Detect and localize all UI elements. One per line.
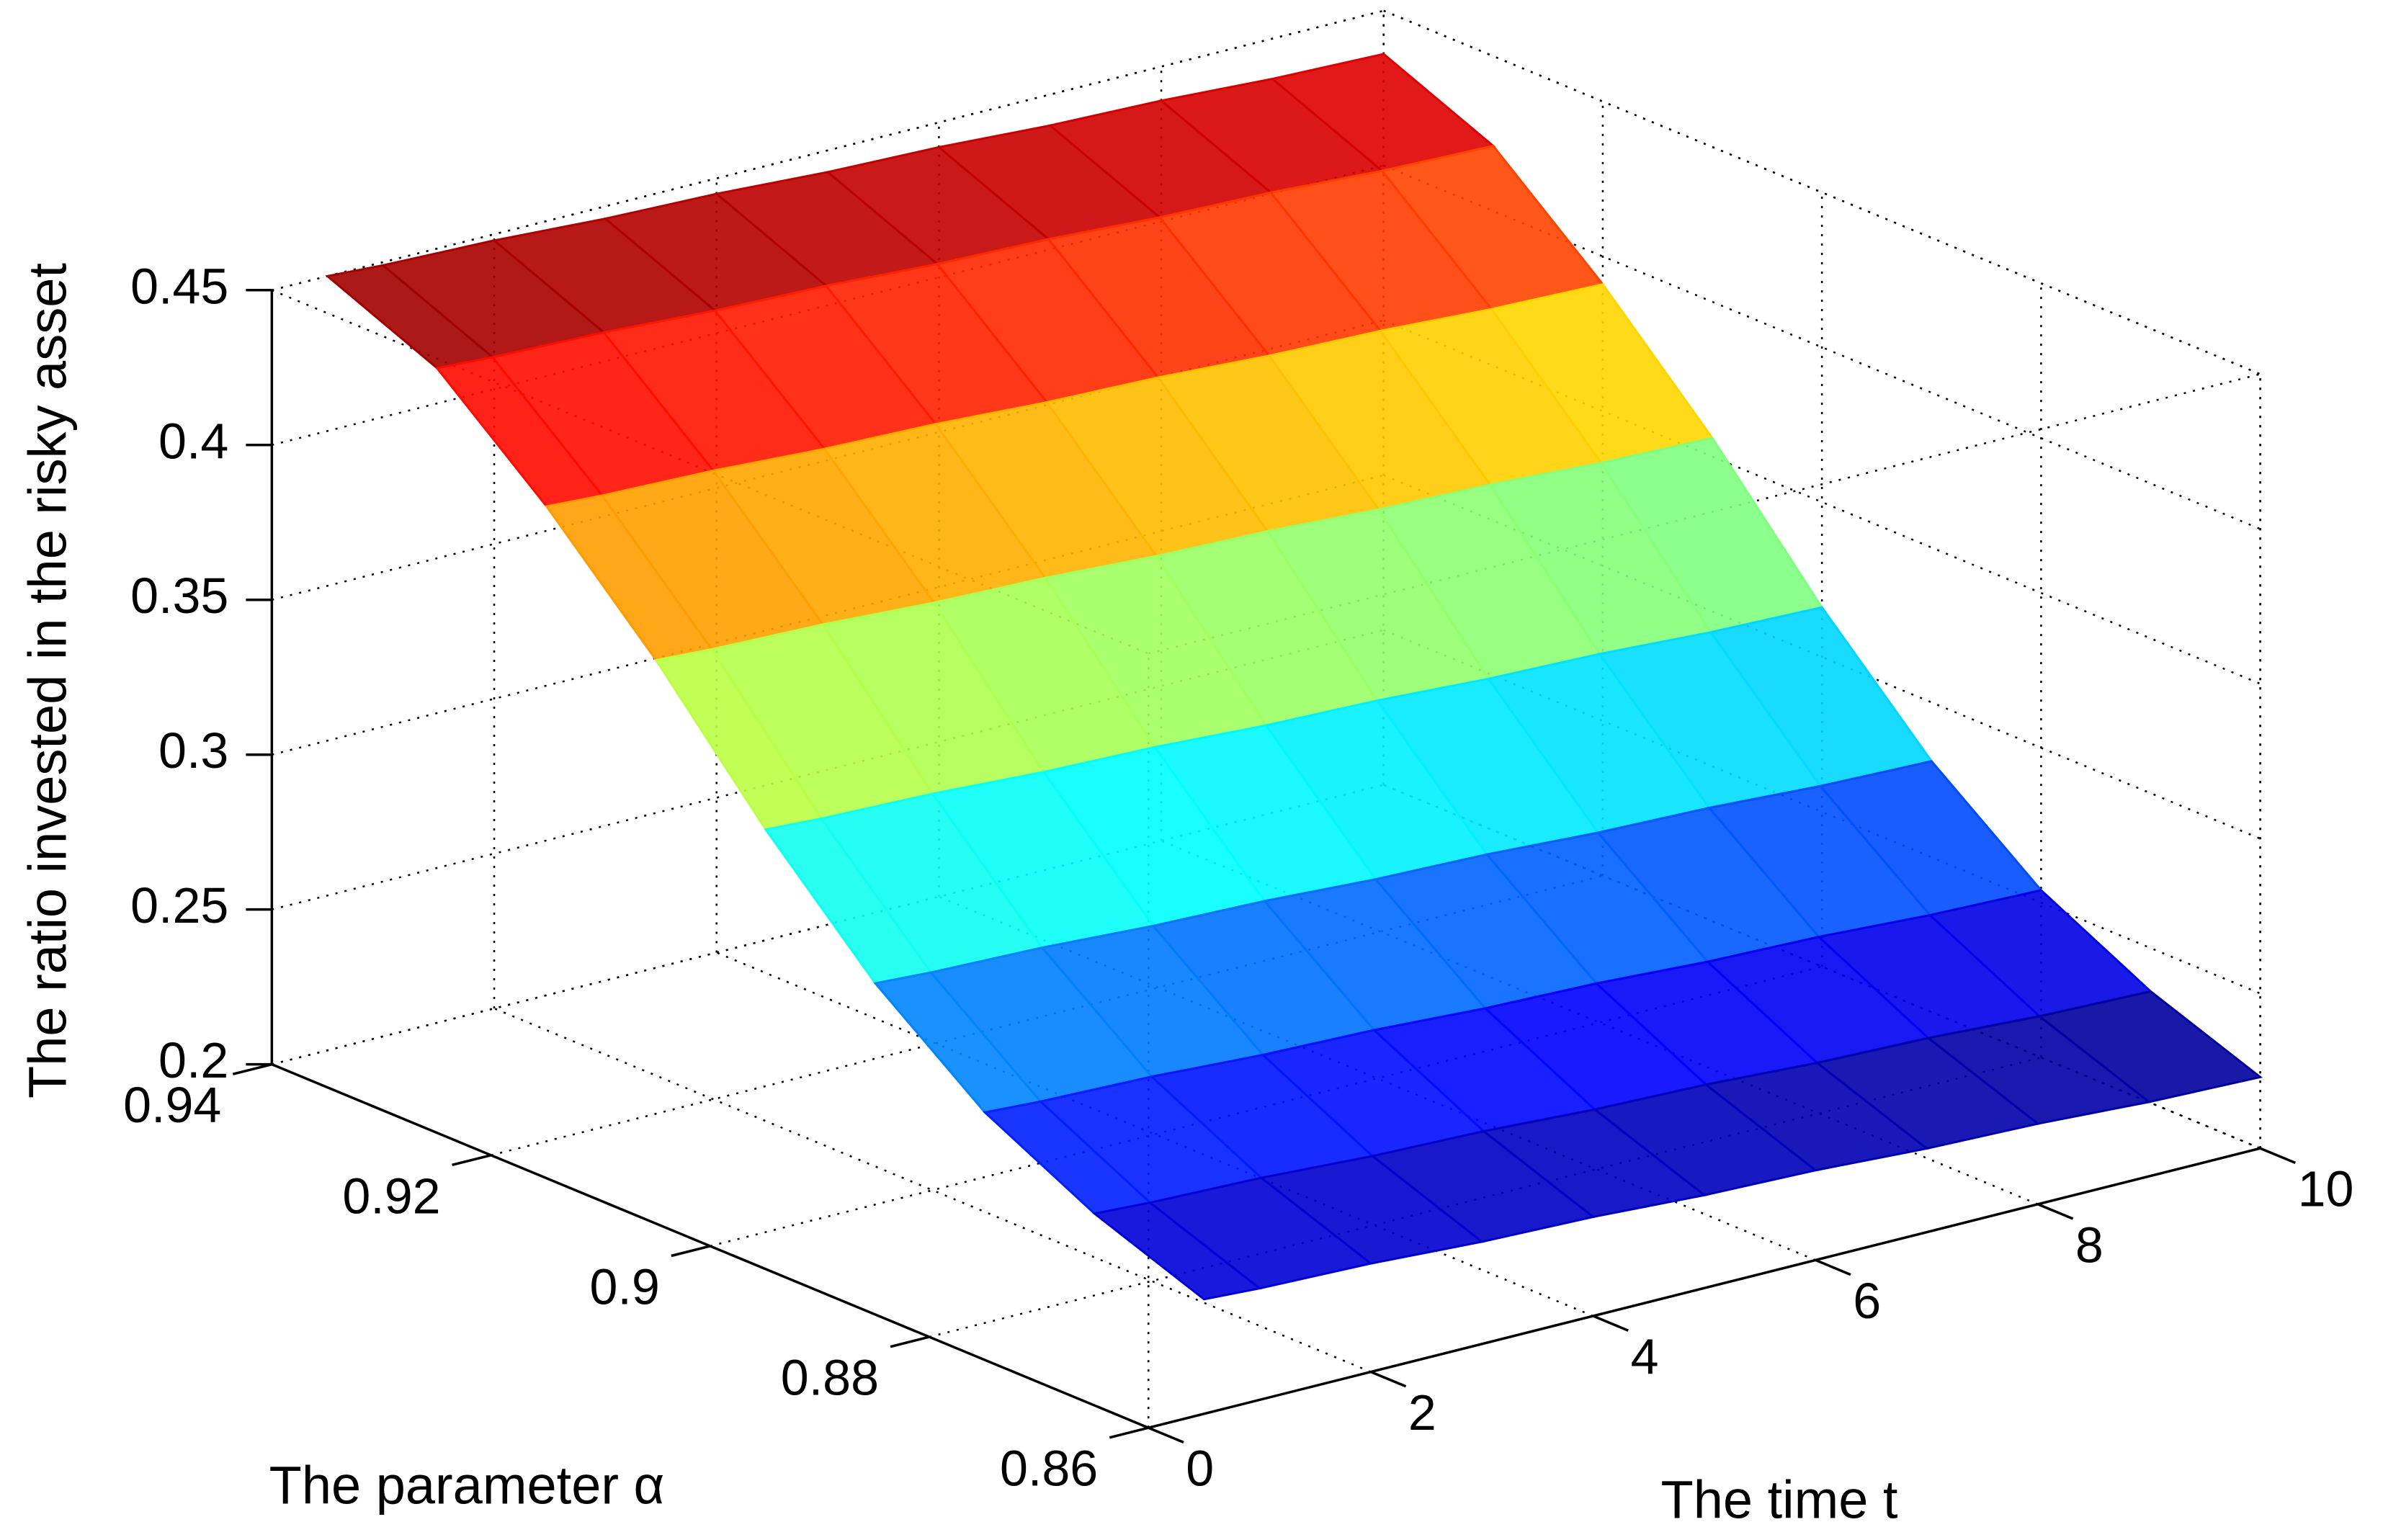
z-tick-label: 0.25	[130, 877, 228, 934]
y-tick	[1109, 1426, 1149, 1439]
x-axis-label: The time t	[1661, 1470, 1898, 1530]
y-axis	[271, 1063, 1149, 1429]
y-tick-label: 0.94	[123, 1077, 221, 1133]
x-tick	[2259, 1147, 2296, 1165]
x-tick-label: 4	[1631, 1329, 1659, 1385]
z-tick-label: 0.4	[158, 413, 228, 469]
y-tick-label: 0.9	[589, 1258, 659, 1315]
z-tick-label: 0.3	[158, 722, 228, 779]
x-tick	[1148, 1426, 1184, 1443]
y-tick	[671, 1245, 711, 1258]
x-tick	[2037, 1203, 2074, 1220]
surface-patch	[1091, 1201, 1263, 1301]
x-tick-label: 6	[1853, 1273, 1881, 1329]
z-tick-label: 0.45	[130, 258, 228, 314]
x-tick-label: 8	[2075, 1217, 2103, 1273]
z-tick-label: 0.35	[130, 568, 228, 624]
z-tick-label: 0.2	[158, 1032, 228, 1088]
y-tick-label: 0.86	[1000, 1441, 1098, 1497]
x-tick	[1592, 1315, 1629, 1332]
grid-line	[272, 9, 1385, 292]
x-tick	[1815, 1258, 1851, 1276]
x-tick-label: 0	[1186, 1441, 1214, 1497]
z-axis-label: The ratio invested in the risky asset	[18, 263, 78, 1098]
y-tick-label: 0.92	[342, 1168, 440, 1224]
x-tick-label: 2	[1408, 1384, 1436, 1441]
y-tick-label: 0.88	[781, 1350, 879, 1406]
y-tick	[232, 1062, 272, 1075]
x-tick-label: 10	[2298, 1161, 2354, 1217]
y-axis-label: The parameter α	[269, 1456, 665, 1516]
y-tick	[452, 1154, 492, 1167]
x-tick	[1370, 1370, 1407, 1388]
x-axis	[1148, 1147, 2261, 1429]
y-tick	[890, 1335, 930, 1348]
